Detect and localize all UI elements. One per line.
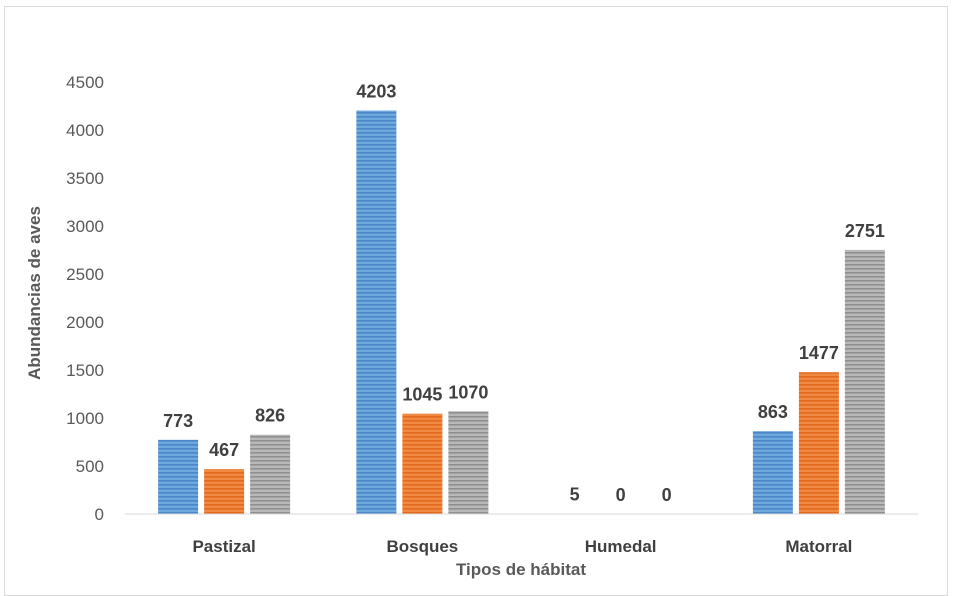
y-tick-label: 2500 (66, 265, 104, 284)
bar-matorral-series-3 (845, 250, 885, 514)
bar-bosques-series-2 (402, 414, 442, 514)
category-label: Matorral (785, 537, 852, 556)
y-tick-label: 2000 (66, 313, 104, 332)
y-tick-label: 1000 (66, 409, 104, 428)
bar-bosques-series-1 (356, 111, 396, 514)
data-label: 467 (209, 440, 239, 460)
y-tick-label: 3000 (66, 217, 104, 236)
bar-matorral-series-1 (753, 431, 793, 514)
bar-pastizal-series-1 (158, 440, 198, 514)
data-label: 2751 (845, 221, 885, 241)
bar-pastizal-series-2 (204, 469, 244, 514)
data-label: 0 (662, 485, 672, 505)
y-tick-label: 0 (95, 505, 104, 524)
category-labels: Pastizal Bosques Humedal Matorral (192, 537, 852, 556)
data-label: 773 (163, 411, 193, 431)
category-label: Humedal (585, 537, 657, 556)
category-label: Pastizal (192, 537, 255, 556)
y-axis-title: Abundancias de aves (25, 206, 44, 380)
y-tick-label: 500 (76, 457, 104, 476)
data-label: 0 (616, 485, 626, 505)
data-label: 863 (758, 402, 788, 422)
data-label: 4203 (356, 82, 396, 102)
data-label: 5 (570, 485, 580, 505)
bar-matorral-series-2 (799, 372, 839, 514)
y-tick-label: 4500 (66, 73, 104, 92)
bar-bosques-series-3 (448, 411, 488, 514)
data-label: 1070 (448, 382, 488, 402)
data-label: 1045 (402, 385, 442, 405)
data-label: 1477 (799, 343, 839, 363)
y-tick-label: 1500 (66, 361, 104, 380)
data-label: 826 (255, 406, 285, 426)
x-axis-title: Tipos de hábitat (456, 560, 586, 579)
bars (158, 111, 885, 514)
bar-pastizal-series-3 (250, 435, 290, 514)
category-label: Bosques (386, 537, 458, 556)
y-tick-label: 3500 (66, 169, 104, 188)
y-tick-label: 4000 (66, 121, 104, 140)
y-axis-ticks: 0 500 1000 1500 2000 2500 3000 3500 4000 4500 (66, 73, 104, 524)
